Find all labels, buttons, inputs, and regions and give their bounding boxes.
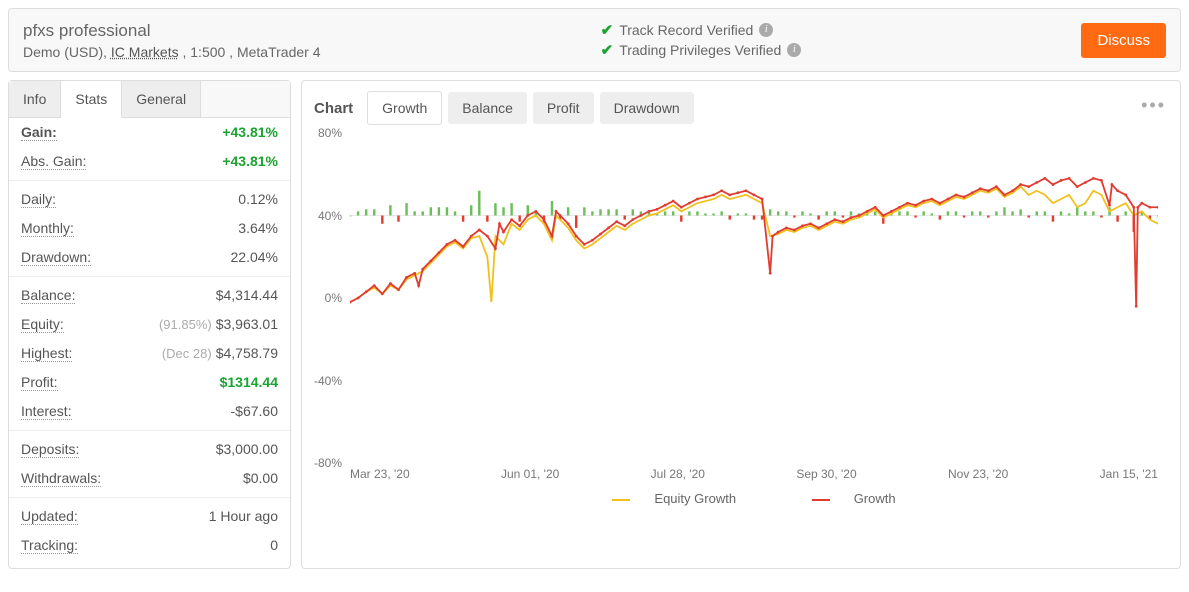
interest-value: -$67.60	[231, 403, 278, 420]
daily-value: 0.12%	[238, 191, 278, 208]
chart-tabs: Chart Growth Balance Profit Drawdown	[314, 91, 1168, 125]
verification-block: ✔ Track Record Verified i ✔ Trading Priv…	[601, 19, 802, 61]
legend-equity: Equity Growth	[594, 491, 754, 506]
abs-gain-label: Abs. Gain:	[21, 153, 86, 170]
monthly-value: 3.64%	[238, 220, 278, 237]
balance-label: Balance:	[21, 287, 75, 304]
x-tick-label: Nov 23, '20	[948, 467, 1008, 481]
stat-deposits: Deposits: $3,000.00	[9, 435, 290, 464]
y-tick-label: 40%	[318, 209, 342, 223]
tab-general[interactable]: General	[122, 81, 201, 117]
chart-tab-growth[interactable]: Growth	[367, 91, 442, 125]
tracking-value: 0	[270, 537, 278, 554]
withdrawals-value: $0.00	[243, 470, 278, 487]
x-tick-label: Jan 15, '21	[1100, 467, 1158, 481]
stat-profit: Profit: $1314.44	[9, 368, 290, 397]
tab-stats[interactable]: Stats	[61, 81, 122, 118]
more-icon[interactable]: •••	[1141, 95, 1166, 116]
stat-daily: Daily: 0.12%	[9, 185, 290, 214]
account-subtitle: Demo (USD), IC Markets , 1:500 , MetaTra…	[23, 44, 320, 60]
chart-legend: Equity Growth Growth	[350, 491, 1158, 506]
account-title: pfxs professional	[23, 21, 320, 41]
stat-equity: Equity: (91.85%)$3,963.01	[9, 310, 290, 339]
trading-privileges-text: Trading Privileges Verified	[619, 42, 781, 58]
balance-value: $4,314.44	[216, 287, 278, 304]
x-tick-label: Jul 28, '20	[651, 467, 705, 481]
discuss-button[interactable]: Discuss	[1081, 23, 1166, 58]
gain-label: Gain:	[21, 124, 57, 141]
chart-tab-profit[interactable]: Profit	[533, 92, 594, 124]
abs-gain-value: +43.81%	[222, 153, 278, 170]
chart-title: Chart	[314, 100, 353, 117]
account-meta: , 1:500 , MetaTrader 4	[179, 44, 321, 60]
account-header: pfxs professional Demo (USD), IC Markets…	[8, 8, 1181, 72]
track-record-text: Track Record Verified	[619, 22, 753, 38]
gain-value: +43.81%	[222, 124, 278, 141]
interest-label: Interest:	[21, 403, 72, 420]
stats-list: Gain: +43.81% Abs. Gain: +43.81% Daily: …	[9, 118, 290, 568]
y-tick-label: -80%	[314, 456, 342, 470]
x-tick-label: Sep 30, '20	[796, 467, 856, 481]
account-type: Demo (USD),	[23, 44, 111, 60]
stats-tabs: Info Stats General	[9, 81, 290, 118]
tracking-label: Tracking:	[21, 537, 78, 554]
trading-privileges-verified: ✔ Trading Privileges Verified i	[601, 41, 802, 59]
deposits-label: Deposits:	[21, 441, 79, 458]
profit-value: $1314.44	[220, 374, 278, 391]
withdrawals-label: Withdrawals:	[21, 470, 101, 487]
account-header-left: pfxs professional Demo (USD), IC Markets…	[23, 21, 320, 60]
chart-x-labels: Mar 23, '20 Jun 01, '20 Jul 28, '20 Sep 30,…	[350, 467, 1158, 481]
chart-plot[interactable]: 80%40%0%-40%-80%	[350, 133, 1158, 463]
broker-link[interactable]: IC Markets	[111, 44, 179, 60]
monthly-label: Monthly:	[21, 220, 74, 237]
highest-value: (Dec 28)$4,758.79	[162, 345, 278, 362]
stat-abs-gain: Abs. Gain: +43.81%	[9, 147, 290, 176]
track-record-verified: ✔ Track Record Verified i	[601, 21, 802, 39]
check-icon: ✔	[601, 21, 614, 39]
equity-value: (91.85%)$3,963.01	[159, 316, 278, 333]
stat-drawdown: Drawdown: 22.04%	[9, 243, 290, 272]
chart-panel: ••• Chart Growth Balance Profit Drawdown…	[301, 80, 1181, 569]
check-icon: ✔	[601, 41, 614, 59]
updated-label: Updated:	[21, 508, 78, 525]
x-tick-label: Mar 23, '20	[350, 467, 410, 481]
stat-updated: Updated: 1 Hour ago	[9, 502, 290, 531]
stat-interest: Interest: -$67.60	[9, 397, 290, 426]
chart-tab-drawdown[interactable]: Drawdown	[600, 92, 694, 124]
stat-tracking: Tracking: 0	[9, 531, 290, 560]
info-icon[interactable]: i	[759, 23, 773, 37]
stat-monthly: Monthly: 3.64%	[9, 214, 290, 243]
info-icon[interactable]: i	[787, 43, 801, 57]
profit-label: Profit:	[21, 374, 58, 391]
drawdown-value: 22.04%	[231, 249, 278, 266]
y-tick-label: 80%	[318, 126, 342, 140]
chart-tab-balance[interactable]: Balance	[448, 92, 527, 124]
legend-growth: Growth	[794, 491, 914, 506]
tab-info[interactable]: Info	[9, 81, 61, 117]
y-tick-label: -40%	[314, 374, 342, 388]
stat-highest: Highest: (Dec 28)$4,758.79	[9, 339, 290, 368]
highest-label: Highest:	[21, 345, 72, 362]
chart-area: 80%40%0%-40%-80% Mar 23, '20 Jun 01, '20 J…	[350, 133, 1158, 513]
drawdown-label: Drawdown:	[21, 249, 91, 266]
deposits-value: $3,000.00	[216, 441, 278, 458]
updated-value: 1 Hour ago	[209, 508, 278, 525]
x-tick-label: Jun 01, '20	[501, 467, 559, 481]
equity-label: Equity:	[21, 316, 64, 333]
stats-panel: Info Stats General Gain: +43.81% Abs. Ga…	[8, 80, 291, 569]
y-tick-label: 0%	[325, 291, 342, 305]
stat-withdrawals: Withdrawals: $0.00	[9, 464, 290, 493]
stat-balance: Balance: $4,314.44	[9, 281, 290, 310]
daily-label: Daily:	[21, 191, 56, 208]
stat-gain: Gain: +43.81%	[9, 118, 290, 147]
